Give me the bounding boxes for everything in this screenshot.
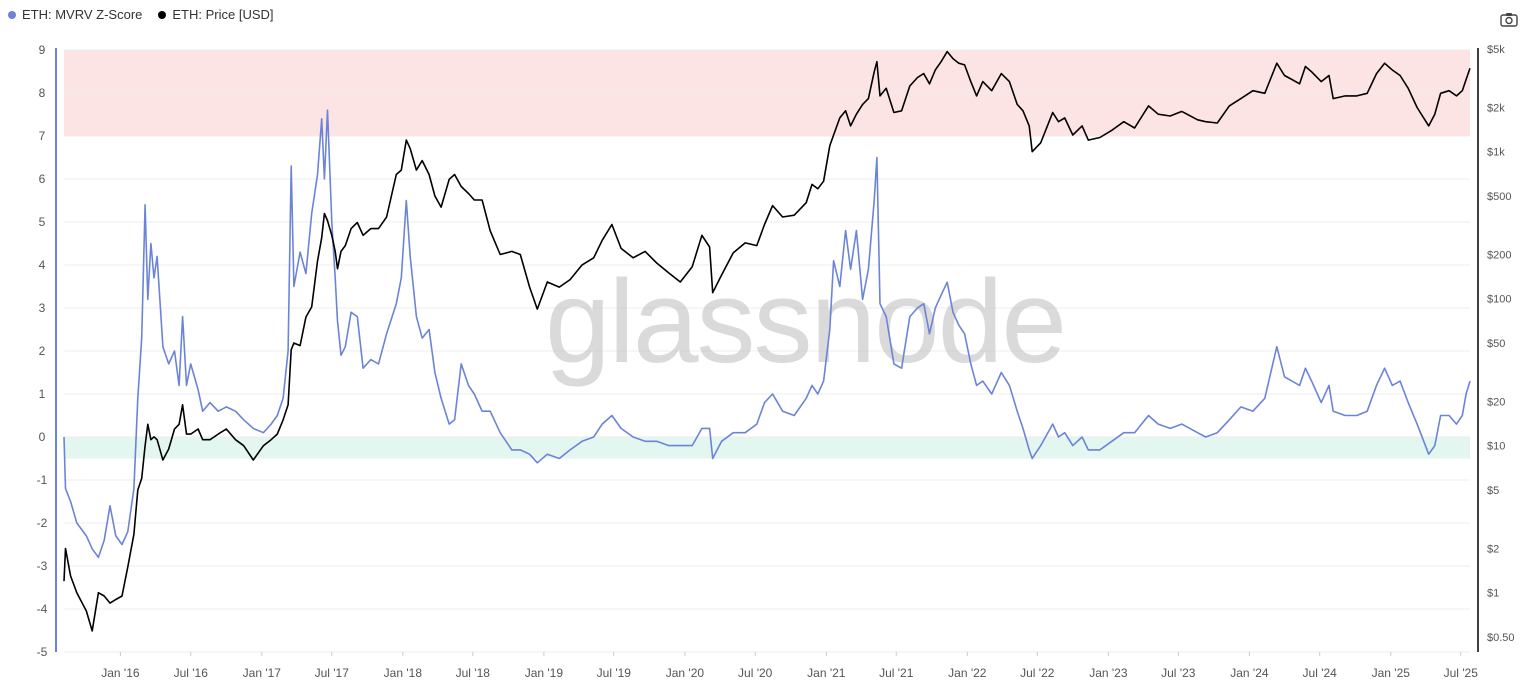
watermark: glassnode <box>545 256 1065 388</box>
y-left-tick-label: 8 <box>39 86 46 100</box>
x-tick-label: Jul '18 <box>456 666 491 680</box>
y-right-tick-label: $0.50 <box>1487 632 1515 644</box>
x-tick-label: Jan '21 <box>807 666 846 680</box>
y-left-tick-label: 1 <box>39 387 46 401</box>
left-axis: 9 8 7 6 5 4 3 2 1 0 -1 -2 -3 -4 -5 <box>37 43 48 659</box>
y-left-tick-label: 6 <box>39 172 46 186</box>
y-left-tick-label: 2 <box>39 344 46 358</box>
y-left-tick-label: 0 <box>39 430 46 444</box>
series-price-line <box>63 50 1471 632</box>
y-left-tick-label: -4 <box>37 602 48 616</box>
x-tick-label: Jan '17 <box>243 666 282 680</box>
x-tick-label: Jan '22 <box>948 666 987 680</box>
y-left-tick-label: -5 <box>37 645 48 659</box>
y-left-tick-label: 5 <box>39 215 46 229</box>
x-tick-label: Jan '16 <box>101 666 140 680</box>
legend-label-price: ETH: Price [USD] <box>172 7 274 22</box>
y-right-tick-label: $1 <box>1487 588 1499 600</box>
x-tick-label: Jul '20 <box>738 666 773 680</box>
x-tick-label: Jul '19 <box>597 666 632 680</box>
x-axis: Jan '16 Jul '16 Jan '17 Jul '17 Jan '18 Jul '… <box>101 652 1478 680</box>
x-tick-label: Jan '25 <box>1372 666 1411 680</box>
y-right-tick-label: $20 <box>1487 396 1505 408</box>
x-tick-label: Jul '22 <box>1020 666 1055 680</box>
y-left-tick-label: 7 <box>39 129 46 143</box>
x-tick-label: Jul '25 <box>1444 666 1479 680</box>
legend-dot-price <box>158 10 167 19</box>
y-right-tick-label: $50 <box>1487 338 1505 350</box>
x-tick-label: Jul '23 <box>1161 666 1196 680</box>
x-tick-label: Jan '19 <box>525 666 564 680</box>
right-axis: $5k $2k $1k $500 $200 $100 $50 $20 $10 $5 $2 $1 $0.5… <box>1487 44 1515 644</box>
legend-dot-mvrv <box>8 10 16 19</box>
y-right-tick-label: $1k <box>1487 147 1505 159</box>
gridlines <box>64 49 1470 653</box>
legend: ETH: MVRV Z-Score ETH: Price [USD] <box>8 7 274 22</box>
series-mvrv-line <box>63 109 1471 559</box>
x-tick-label: Jan '23 <box>1089 666 1128 680</box>
y-left-tick-label: 9 <box>39 43 46 57</box>
x-tick-label: Jul '21 <box>879 666 914 680</box>
y-right-tick-label: $100 <box>1487 294 1511 306</box>
series-lines <box>63 50 1471 632</box>
legend-label-mvrv: ETH: MVRV Z-Score <box>22 7 143 22</box>
legend-item-mvrv[interactable]: ETH: MVRV Z-Score <box>8 7 142 22</box>
x-tick-label: Jul '24 <box>1303 666 1338 680</box>
legend-item-price[interactable]: ETH: Price [USD] <box>158 7 274 22</box>
x-tick-label: Jan '24 <box>1230 666 1269 680</box>
y-right-tick-label: $2k <box>1487 102 1505 114</box>
x-tick-label: Jul '17 <box>315 666 350 680</box>
zone-bands <box>64 50 1470 459</box>
camera-icon[interactable] <box>1500 12 1518 27</box>
y-right-tick-label: $5 <box>1487 485 1499 497</box>
y-right-tick-label: $200 <box>1487 249 1511 261</box>
y-left-tick-label: -1 <box>37 473 48 487</box>
y-left-tick-label: -3 <box>37 559 48 573</box>
x-tick-label: Jan '20 <box>666 666 705 680</box>
y-right-tick-label: $10 <box>1487 441 1505 453</box>
y-left-tick-label: -2 <box>37 516 48 530</box>
band-1 <box>64 437 1470 459</box>
y-right-tick-label: $2 <box>1487 543 1499 555</box>
y-right-tick-label: $5k <box>1487 44 1505 56</box>
x-tick-label: Jan '18 <box>384 666 423 680</box>
x-tick-label: Jul '16 <box>174 666 209 680</box>
y-left-tick-label: 3 <box>39 301 46 315</box>
y-right-tick-label: $500 <box>1487 191 1511 203</box>
y-left-tick-label: 4 <box>39 258 46 272</box>
